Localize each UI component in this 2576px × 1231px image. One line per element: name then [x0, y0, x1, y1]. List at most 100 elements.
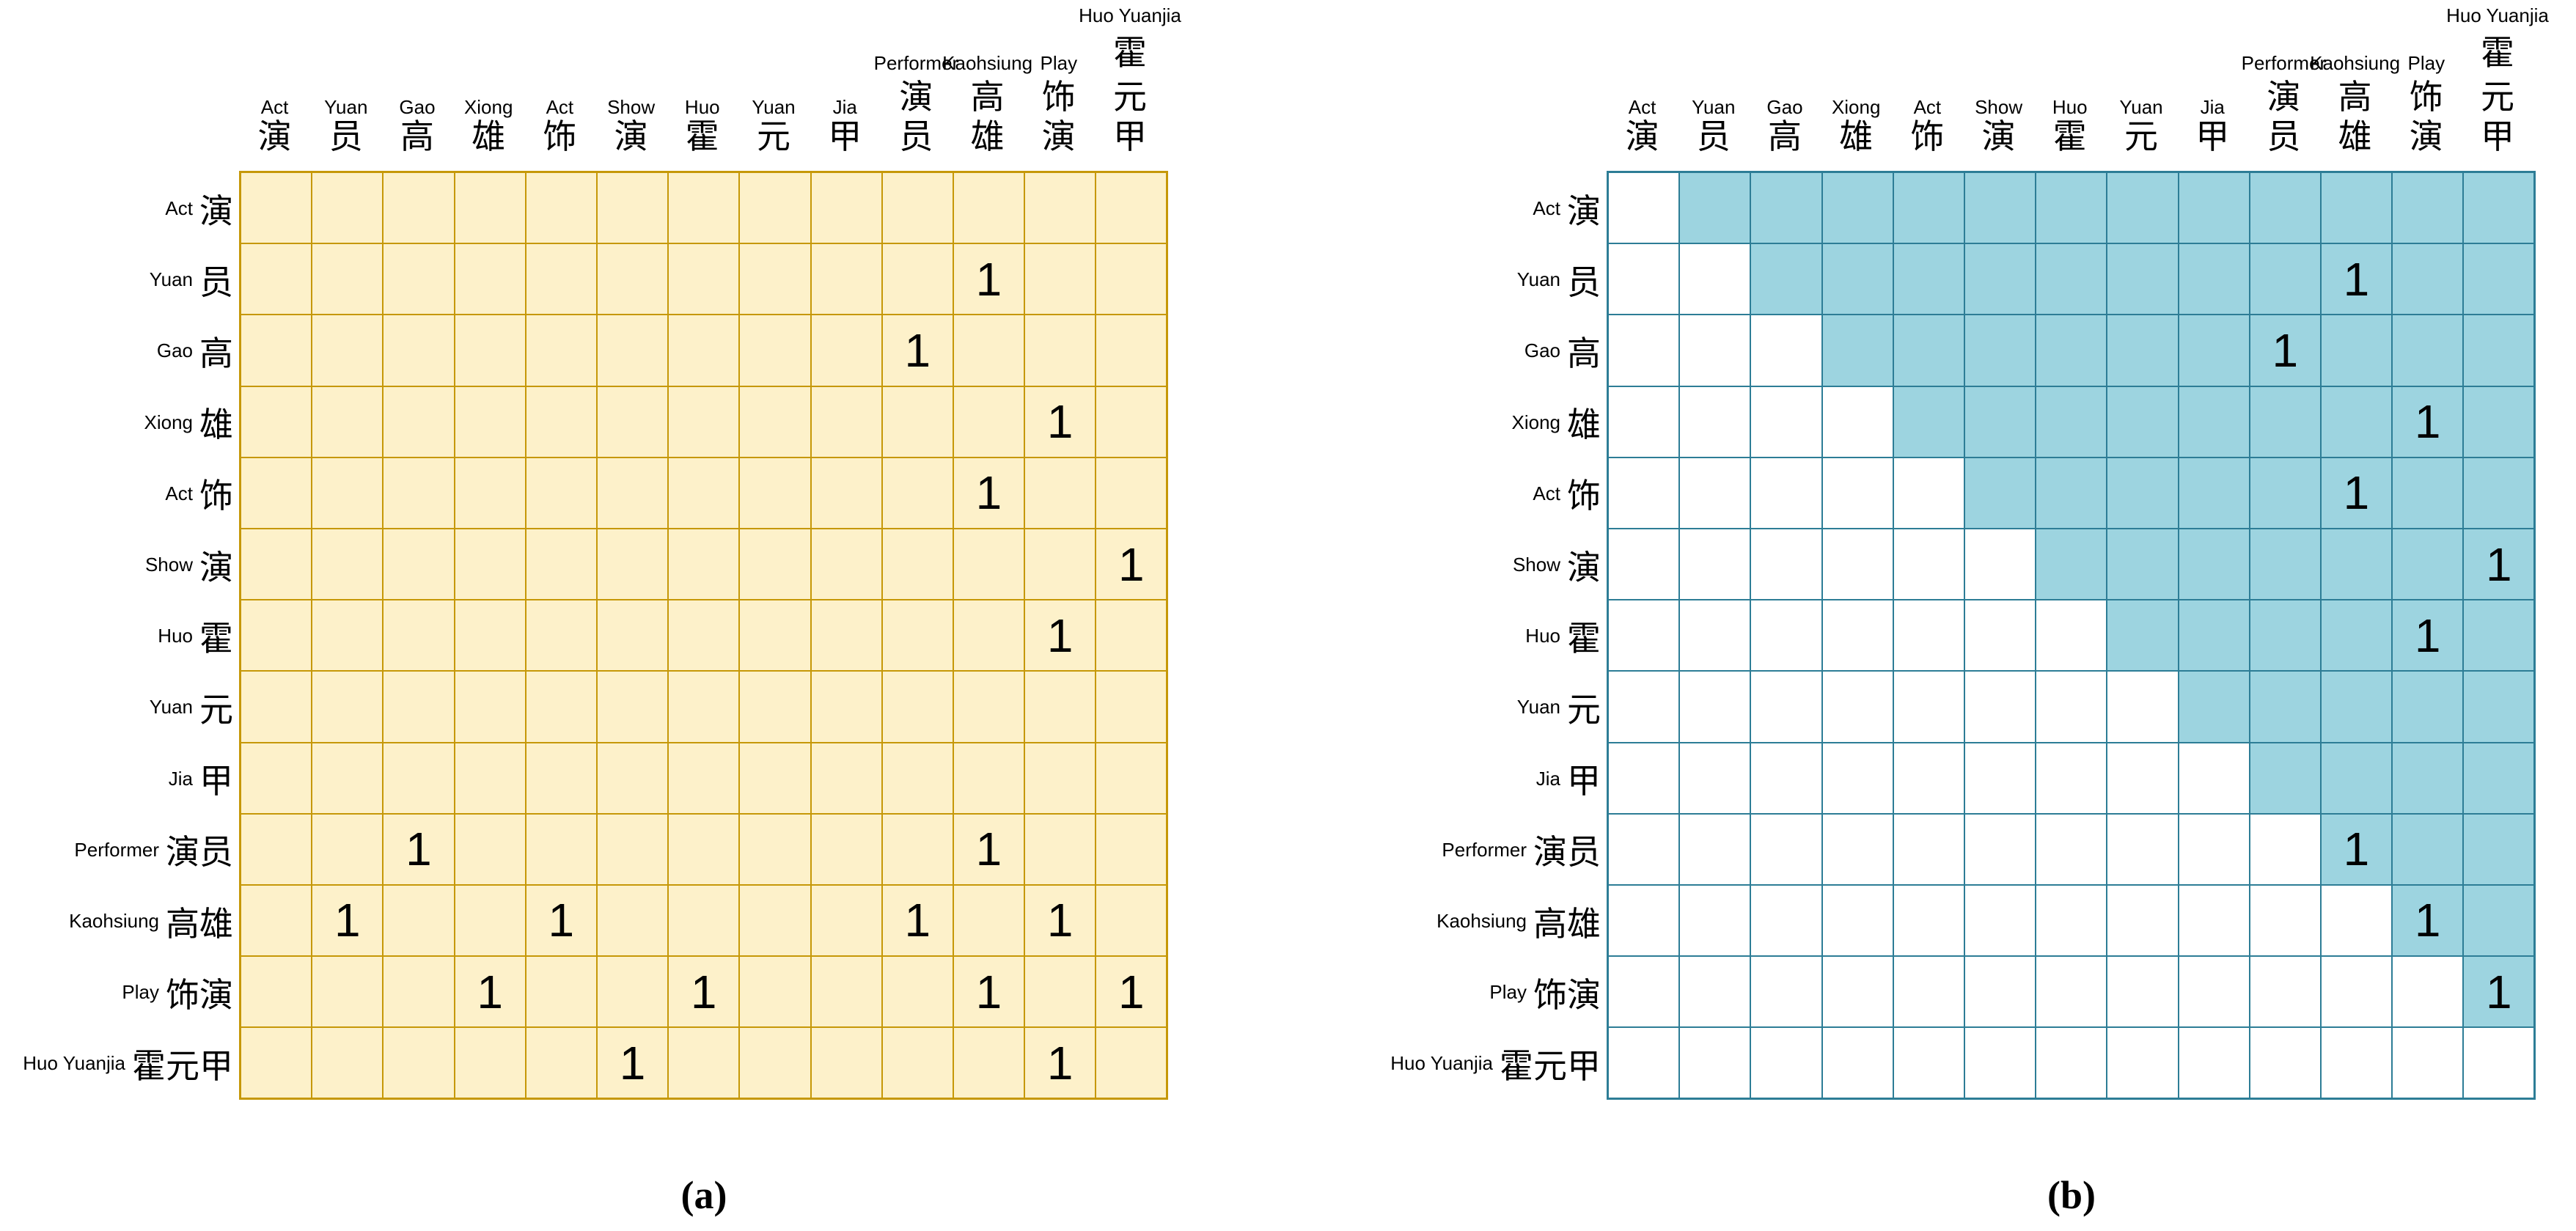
col-header-en: Yuan — [752, 96, 796, 118]
matrix-cell — [1609, 1028, 1679, 1098]
col-header-zh: 员 — [1696, 118, 1731, 155]
row-label: Performer 演员 — [0, 815, 233, 886]
matrix-cell — [1096, 315, 1167, 386]
matrix-cell — [811, 244, 881, 315]
col-header-zh: 甲 — [2480, 118, 2514, 155]
matrix-cell — [2464, 600, 2534, 671]
matrix-cell — [2393, 458, 2463, 528]
matrix-cell — [2036, 386, 2107, 457]
matrix-cell: 1 — [312, 885, 383, 956]
matrix-cell: 1 — [2321, 814, 2392, 884]
matrix-cell — [1096, 600, 1167, 671]
matrix-cell: 1 — [1096, 957, 1167, 1027]
matrix-cell — [241, 244, 312, 315]
matrix-cell — [2464, 885, 2534, 956]
col-header-zh: 雄 — [970, 118, 1005, 155]
matrix-cell — [1751, 957, 1821, 1027]
matrix-cell — [740, 244, 810, 315]
matrix-cell: 1 — [597, 1028, 668, 1098]
matrix-cell — [1609, 600, 1679, 671]
matrix-cell — [2107, 957, 2178, 1027]
matrix-cell — [740, 600, 810, 671]
matrix-cell — [882, 743, 953, 813]
matrix-cell — [2393, 743, 2463, 813]
matrix-cell — [1680, 386, 1750, 457]
matrix-cell — [2179, 885, 2249, 956]
row-label-en: Xiong — [144, 411, 194, 433]
matrix-cell — [2321, 672, 2392, 742]
matrix-cell — [2179, 173, 2249, 243]
row-label: Kaohsiung 高雄 — [1368, 886, 1601, 957]
matrix-cell — [2179, 957, 2249, 1027]
col-header-en: Huo Yuanjia — [1079, 4, 1181, 26]
matrix-cell — [597, 600, 668, 671]
matrix-cell — [1609, 458, 1679, 528]
matrix-cell: 1 — [2464, 529, 2534, 600]
matrix-cell — [882, 814, 953, 884]
matrix-cell — [953, 1028, 1024, 1098]
row-label-en: Show — [1512, 554, 1560, 576]
matrix-cell — [2179, 386, 2249, 457]
matrix-cell — [882, 1028, 953, 1098]
matrix-cell — [740, 386, 810, 457]
matrix-cell — [811, 600, 881, 671]
matrix-cell: 1 — [455, 957, 525, 1027]
matrix-cell — [2036, 672, 2107, 742]
matrix-cell — [2036, 814, 2107, 884]
matrix-cell — [2250, 885, 2320, 956]
row-label: Huo 霍 — [1368, 600, 1601, 672]
row-label-zh: 饰 — [1567, 477, 1601, 515]
matrix-cell — [1893, 814, 1964, 884]
col-header-en: Kaohsiung — [942, 52, 1033, 74]
matrix-cell — [2107, 672, 2178, 742]
row-label-en: Kaohsiung — [1436, 910, 1527, 933]
matrix-cell — [312, 743, 383, 813]
col-header-zh: 雄 — [1839, 118, 1874, 155]
col-header-en: Gao — [399, 96, 436, 118]
matrix-cell — [2107, 244, 2178, 315]
matrix-cell — [2250, 743, 2320, 813]
row-label-en: Act — [1533, 197, 1560, 220]
matrix-cell: 1 — [2393, 600, 2463, 671]
matrix-cell — [1964, 386, 2036, 457]
matrix-cell: 1 — [2393, 386, 2463, 457]
matrix-cell — [384, 529, 454, 600]
col-header-en: Yuan — [2119, 96, 2163, 118]
matrix-cell — [1964, 885, 2036, 956]
col-header-en: Xiong — [1831, 96, 1881, 118]
col-header-zh: 演 — [1625, 118, 1659, 155]
row-label-en: Gao — [156, 339, 193, 362]
matrix-cell — [312, 1028, 383, 1098]
matrix-cell: 1 — [953, 957, 1024, 1027]
col-header-en: Performer — [2241, 52, 2327, 74]
matrix-cell — [669, 672, 739, 742]
matrix-cell — [1025, 315, 1096, 386]
matrix-cell — [312, 957, 383, 1027]
matrix-cell — [2036, 529, 2107, 600]
matrix-cell — [2250, 672, 2320, 742]
matrix-cell — [1822, 244, 1893, 315]
matrix-cell — [1822, 814, 1893, 884]
col-header-zh: 霍 — [2480, 34, 2514, 72]
matrix-cell — [882, 458, 953, 528]
matrix-cell — [2107, 1028, 2178, 1098]
matrix-cell — [1893, 386, 1964, 457]
matrix-cell — [384, 315, 454, 386]
matrix-cell — [526, 458, 596, 528]
matrix-cell — [1964, 957, 2036, 1027]
col-header-en: Yuan — [324, 96, 368, 118]
matrix-cell — [811, 885, 881, 956]
matrix-cell — [1822, 315, 1893, 386]
matrix-cell: 1 — [1025, 600, 1096, 671]
matrix-cell — [455, 173, 525, 243]
matrix-cell — [1893, 1028, 1964, 1098]
matrix-cell — [1096, 458, 1167, 528]
matrix-cell — [669, 743, 739, 813]
matrix-cell — [669, 386, 739, 457]
row-label-en: Huo Yuanjia — [1390, 1052, 1493, 1075]
matrix-cell — [2321, 173, 2392, 243]
matrix-cell — [1751, 1028, 1821, 1098]
matrix-cell — [2464, 743, 2534, 813]
col-header-zh: 员 — [329, 118, 363, 155]
